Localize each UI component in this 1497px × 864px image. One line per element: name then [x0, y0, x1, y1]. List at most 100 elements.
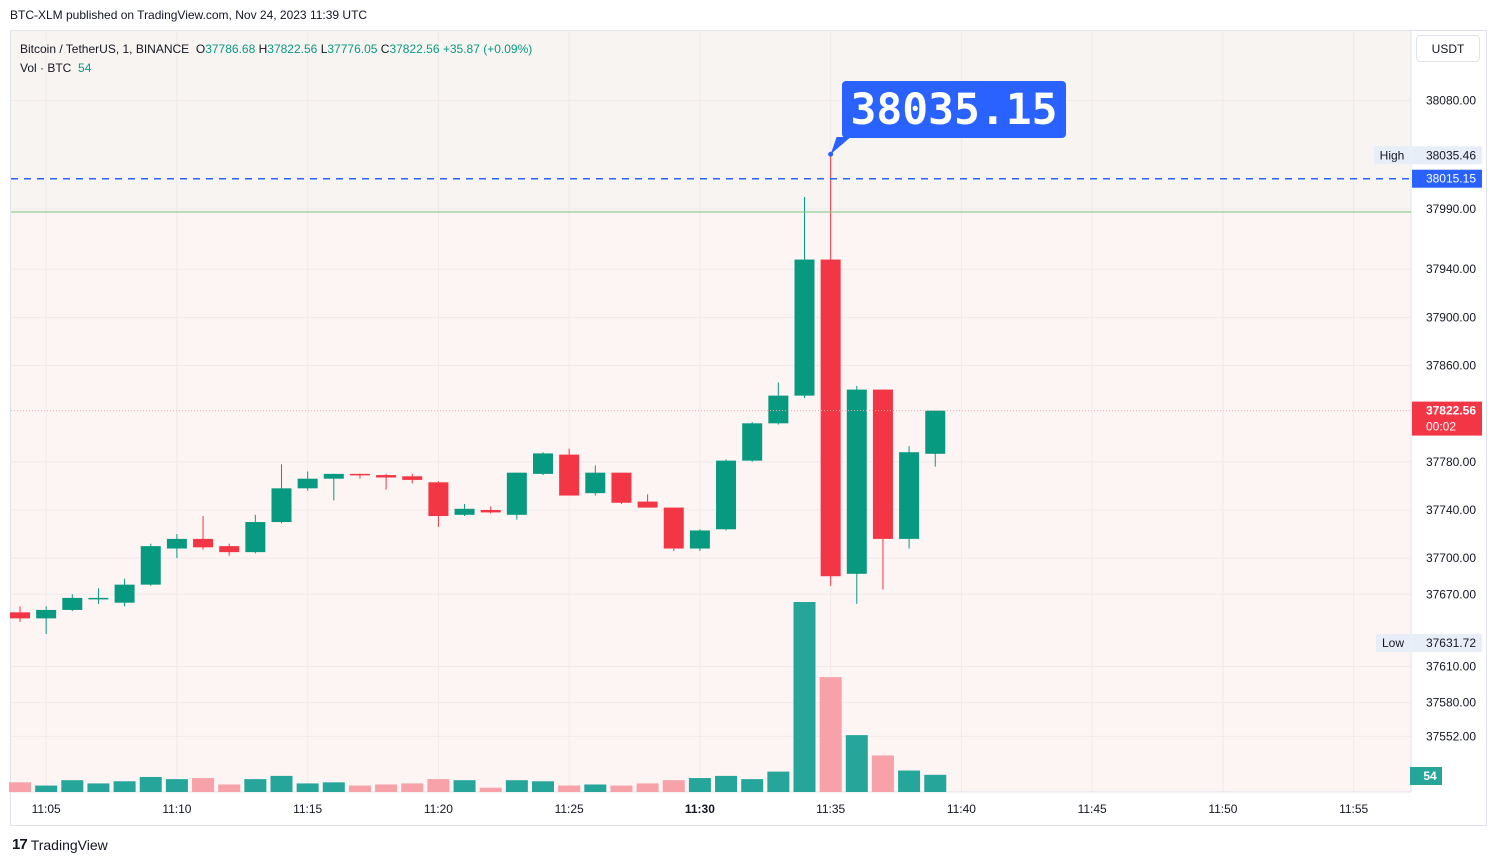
- volume-bar: [636, 783, 659, 792]
- low-value: 37776.05: [327, 42, 378, 56]
- x-tick-label: 11:25: [555, 802, 584, 816]
- volume-bar: [767, 771, 790, 792]
- volume-bar: [218, 784, 241, 792]
- symbol-name[interactable]: Bitcoin / TetherUS, 1, BINANCE: [20, 42, 190, 56]
- close-label: C: [380, 42, 390, 56]
- volume-bar: [348, 785, 371, 792]
- high-value: 37822.56: [267, 42, 318, 56]
- volume-bar: [427, 779, 450, 792]
- volume-bar: [35, 785, 58, 792]
- open-value: 37786.68: [205, 42, 256, 56]
- volume-bar: [165, 779, 188, 792]
- chart-frame: [10, 30, 1487, 826]
- candle-body: [742, 423, 763, 461]
- callout-pointer: [830, 137, 851, 155]
- price-callout[interactable]: 38035.15: [842, 81, 1066, 138]
- volume-bar: [715, 775, 738, 792]
- dashed-price-tag: 38015.15: [1412, 169, 1482, 188]
- candle-body: [611, 472, 632, 503]
- price-axis[interactable]: 38080.00 37990.00 37940.00 37900.00 37860.00…: [1374, 94, 1482, 785]
- candle-body: [480, 510, 501, 513]
- high-price-tag: 38035.46: [1412, 146, 1482, 165]
- volume-bar: [9, 782, 31, 792]
- volume-bar: [610, 785, 633, 792]
- dashed-price-tag-text: 38015.15: [1426, 172, 1476, 186]
- volume-label[interactable]: Vol · BTC: [20, 61, 72, 75]
- legend: Bitcoin / TetherUS, 1, BINANCE O37786.68…: [20, 40, 532, 78]
- y-tick-label: 37990.00: [1426, 202, 1476, 216]
- low-tag-bg: [1376, 634, 1411, 652]
- high-price-tag-text: 38035.46: [1426, 148, 1476, 162]
- footer: 17 TradingView: [12, 836, 108, 853]
- y-tick-label: 37900.00: [1426, 310, 1476, 324]
- change-value: +35.87 (+0.09%): [442, 42, 533, 56]
- volume-bar: [845, 735, 868, 792]
- candle-body: [820, 259, 841, 577]
- volume-bar: [244, 779, 267, 792]
- x-tick-label: 11:35: [816, 802, 845, 816]
- volume-bar: [479, 787, 502, 792]
- candle-body: [10, 612, 30, 619]
- candle-body: [36, 609, 57, 619]
- volume-bar: [741, 779, 764, 792]
- volume-badge-bg: [1410, 767, 1442, 785]
- x-tick-label: 11:55: [1339, 802, 1368, 816]
- candle-body: [88, 597, 109, 600]
- high-tag-label: High: [1380, 148, 1405, 162]
- candle-body: [846, 389, 867, 574]
- tradingview-logo-icon[interactable]: 17: [12, 836, 28, 853]
- candle-body: [559, 454, 580, 496]
- low-price-tag: 37631.72: [1412, 634, 1482, 652]
- volume-bar: [139, 776, 162, 792]
- y-tick-label: 37940.00: [1426, 262, 1476, 276]
- volume-bar: [270, 775, 293, 792]
- y-tick-label: 37860.00: [1426, 359, 1476, 373]
- volume-bar: [558, 785, 581, 792]
- candle-body: [62, 597, 83, 610]
- low-price-tag-bg: [1412, 634, 1482, 652]
- candle-body: [166, 538, 187, 549]
- overlays: [11, 137, 1411, 412]
- lower-band-bg: [11, 212, 1411, 792]
- candles: [10, 154, 946, 635]
- candle-body: [245, 522, 266, 553]
- candle-body: [193, 538, 214, 548]
- candle-body: [140, 546, 161, 585]
- x-tick-label: 11:20: [424, 802, 453, 816]
- candle-body: [349, 473, 370, 476]
- volume-bar: [819, 677, 842, 792]
- brand-name[interactable]: TradingView: [30, 836, 108, 853]
- candle-body: [872, 389, 893, 539]
- callout-anchor: [828, 151, 834, 157]
- x-tick-label: 11:50: [1208, 802, 1237, 816]
- last-price-tag-bg: [1412, 401, 1482, 436]
- volume-badge-text: 54: [1423, 769, 1437, 783]
- volume-bar: [401, 783, 424, 792]
- time-axis[interactable]: 11:05 11:10 11:15 11:20 11:25 11:30 11:35 11:40…: [32, 802, 1369, 816]
- volume-bar: [113, 781, 136, 792]
- y-tick-label: 37700.00: [1426, 551, 1476, 565]
- candle-body: [663, 507, 684, 549]
- candle-body: [533, 453, 553, 474]
- candle-body: [637, 501, 658, 508]
- candle-body: [454, 508, 475, 515]
- currency-selector[interactable]: USDT: [1416, 35, 1480, 62]
- x-tick-label: 11:15: [293, 802, 322, 816]
- volume-bar: [192, 778, 215, 792]
- publish-header: BTC-XLM published on TradingView.com, No…: [10, 8, 368, 22]
- last-price-tag-countdown: 00:02: [1426, 420, 1456, 434]
- upper-band-bg: [11, 31, 1411, 212]
- volume-bar: [532, 781, 554, 792]
- low-tag-label: Low: [1382, 636, 1404, 650]
- open-label: O: [195, 42, 206, 56]
- volume-bar: [61, 780, 84, 792]
- candle-body: [925, 410, 946, 454]
- volume-bar: [505, 780, 528, 792]
- y-tick-label: 37580.00: [1426, 696, 1476, 710]
- y-tick-label: 37670.00: [1426, 587, 1476, 601]
- high-tag-bg: [1374, 146, 1411, 165]
- candle-body: [323, 473, 344, 479]
- candle-body: [899, 452, 920, 539]
- y-tick-label: 37552.00: [1426, 729, 1476, 743]
